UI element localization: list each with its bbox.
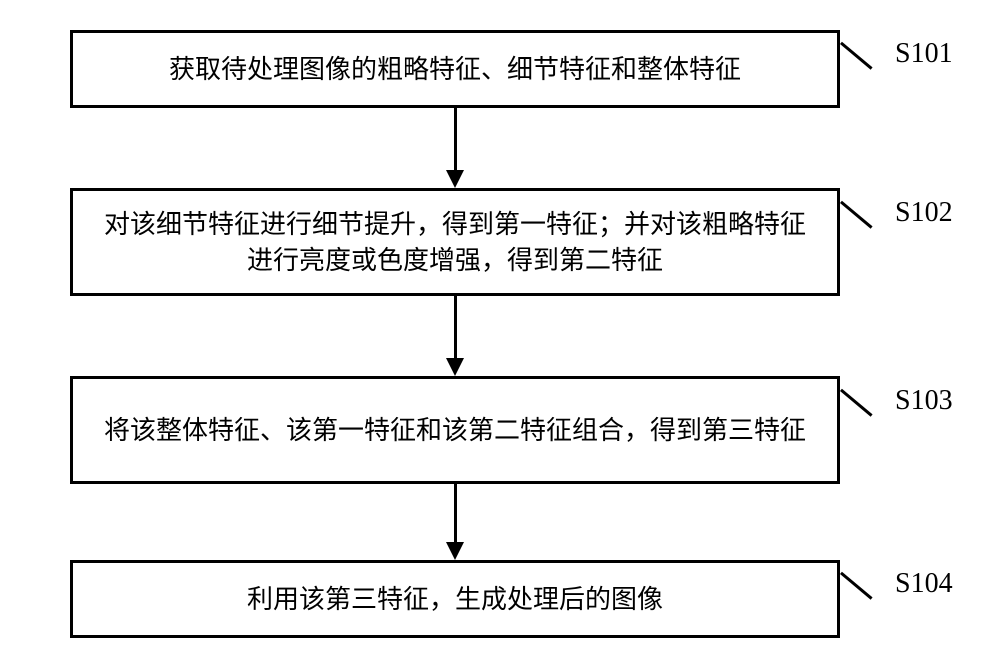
label-tick-4 bbox=[840, 572, 873, 600]
label-tick-2 bbox=[840, 201, 873, 229]
step-box-4: 利用该第三特征，生成处理后的图像 bbox=[70, 560, 840, 638]
arrow-3-4-head bbox=[446, 542, 464, 560]
step-text-4: 利用该第三特征，生成处理后的图像 bbox=[247, 581, 663, 617]
step-text-3: 将该整体特征、该第一特征和该第二特征组合，得到第三特征 bbox=[104, 412, 806, 448]
step-box-3: 将该整体特征、该第一特征和该第二特征组合，得到第三特征 bbox=[70, 376, 840, 484]
flowchart-canvas: 获取待处理图像的粗略特征、细节特征和整体特征 S101 对该细节特征进行细节提升… bbox=[0, 0, 1000, 651]
step-label-1: S101 bbox=[895, 38, 953, 70]
arrow-1-2-head bbox=[446, 170, 464, 188]
step-label-4: S104 bbox=[895, 568, 953, 600]
step-text-2: 对该细节特征进行细节提升，得到第一特征；并对该粗略特征进行亮度或色度增强，得到第… bbox=[93, 206, 817, 279]
arrow-1-2-line bbox=[454, 108, 457, 170]
step-box-2: 对该细节特征进行细节提升，得到第一特征；并对该粗略特征进行亮度或色度增强，得到第… bbox=[70, 188, 840, 296]
arrow-3-4-line bbox=[454, 484, 457, 542]
step-label-2: S102 bbox=[895, 197, 953, 229]
label-tick-1 bbox=[840, 42, 873, 70]
step-text-1: 获取待处理图像的粗略特征、细节特征和整体特征 bbox=[169, 51, 741, 87]
label-tick-3 bbox=[840, 389, 873, 417]
step-label-3: S103 bbox=[895, 385, 953, 417]
arrow-2-3-line bbox=[454, 296, 457, 358]
arrow-2-3-head bbox=[446, 358, 464, 376]
step-box-1: 获取待处理图像的粗略特征、细节特征和整体特征 bbox=[70, 30, 840, 108]
